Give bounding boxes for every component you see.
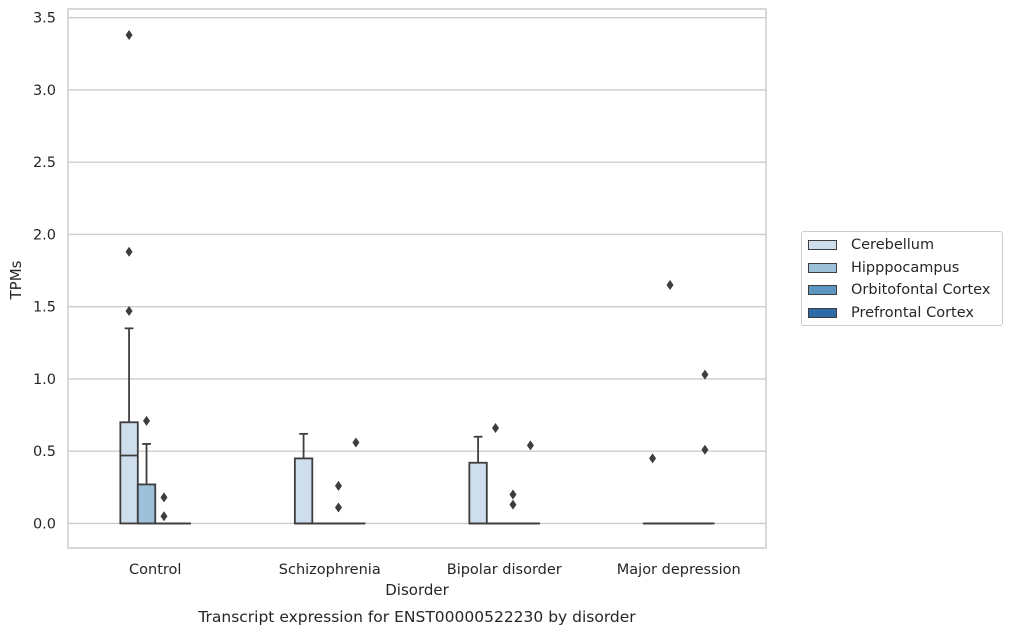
outlier-point [335,503,342,513]
outlier-point [126,306,133,316]
legend-swatch-orbitofontal-cortex [808,285,837,295]
y-axis-label: TPMs [7,260,25,300]
x-tick-label: Major depression [617,562,741,578]
y-tick-label: 0.5 [33,444,56,460]
legend-swatch-cerebellum [808,240,837,250]
boxplots [120,30,713,523]
outlier-point [509,490,516,500]
outlier-point [335,481,342,491]
legend-item-hipppocampus: Hipppocampus [808,258,959,278]
outlier-point [352,438,359,448]
gridlines [68,18,766,524]
box-group [347,438,364,524]
legend-swatch-hipppocampus [808,263,837,273]
box-group [155,492,172,523]
box-group [644,453,661,523]
chart-title: Transcript expression for ENST0000052223… [197,608,636,626]
box-group [504,490,521,524]
outlier-point [160,492,167,502]
y-tick-label: 3.5 [33,11,56,27]
box-group [696,370,713,524]
box-group [469,437,486,524]
outlier-point [527,440,534,450]
box-group [120,30,137,523]
x-tick-label: Control [129,562,181,578]
y-tick-label: 1.0 [33,372,56,388]
x-axis-label: Disorder [385,581,449,599]
outlier-point [649,453,656,463]
legend-label-orbitofontal-cortex: Orbitofontal Cortex [851,282,990,298]
box [138,484,155,523]
legend-item-orbitofontal-cortex: Orbitofontal Cortex [808,280,990,300]
legend-label-prefrontal-cortex: Prefrontal Cortex [851,305,974,321]
outlier-point [701,445,708,455]
legend-label-hipppocampus: Hipppocampus [851,260,959,276]
legend-swatch-prefrontal-cortex [808,308,837,318]
outlier-point [492,423,499,433]
outlier-point [701,370,708,380]
outlier-point [667,280,674,290]
y-tick-label: 2.0 [33,227,56,243]
y-tick-label: 0.0 [33,516,56,532]
legend-item-cerebellum: Cerebellum [808,235,934,255]
legend-label-cerebellum: Cerebellum [851,237,934,253]
x-tick-labels: Control Schizophrenia Bipolar disorder Majo… [129,562,741,578]
y-tick-label: 2.5 [33,155,56,171]
box [469,463,486,524]
box-group [522,440,539,523]
y-tick-label: 1.5 [33,300,56,316]
outlier-point [509,500,516,510]
box [295,458,312,523]
box-group [487,423,504,523]
box-group [330,481,347,524]
box-group [661,280,678,523]
y-tick-labels: 0.0 0.5 1.0 1.5 2.0 2.5 3.0 3.5 [33,11,56,533]
x-tick-label: Bipolar disorder [447,562,562,578]
y-tick-label: 3.0 [33,83,56,99]
box-group [295,434,312,524]
outlier-point [160,511,167,521]
outlier-point [143,416,150,426]
box [120,422,137,523]
outlier-point [126,30,133,40]
outlier-point [126,247,133,257]
legend-item-prefrontal-cortex: Prefrontal Cortex [808,303,974,323]
x-tick-label: Schizophrenia [279,562,381,578]
box-group [138,416,155,524]
legend: Cerebellum Hipppocampus Orbitofontal Cor… [801,231,1003,326]
